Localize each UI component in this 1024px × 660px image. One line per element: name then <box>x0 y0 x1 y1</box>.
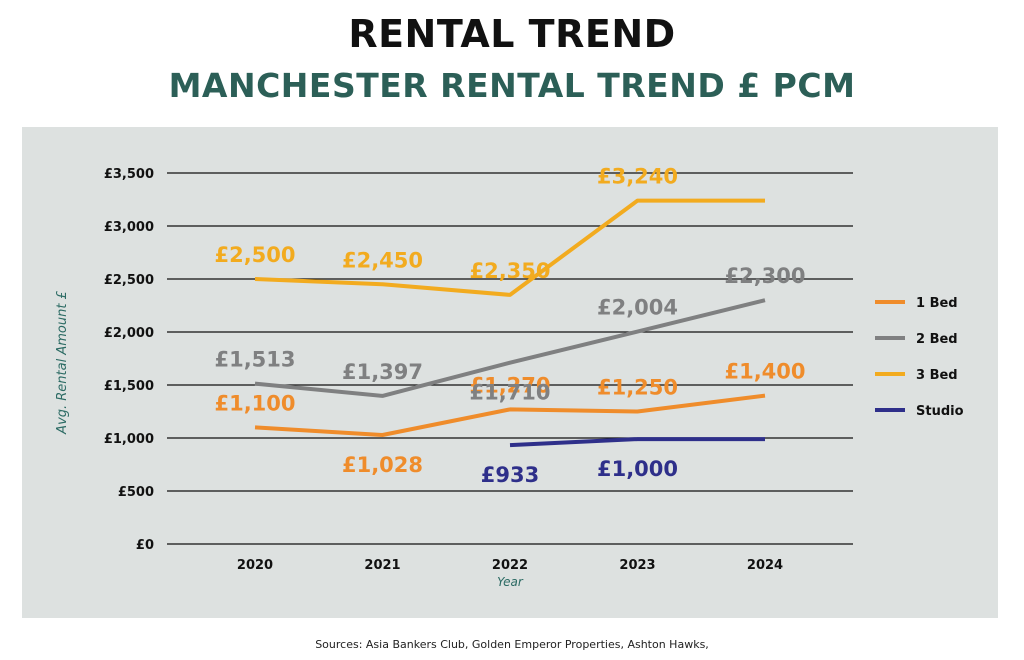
data-label-2-bed: £1,397 <box>342 360 423 384</box>
data-label-3-bed: £2,450 <box>342 248 423 272</box>
data-label-1-bed: £1,028 <box>342 453 423 477</box>
chart-title: RENTAL TREND <box>348 12 676 56</box>
data-label-2-bed: £2,004 <box>597 296 678 320</box>
data-label-2-bed: £2,300 <box>724 264 805 288</box>
data-label-2-bed: £1,710 <box>469 381 550 405</box>
series-line-studio <box>509 437 765 448</box>
x-tick-label: 2024 <box>747 558 783 573</box>
x-axis-label: Year <box>497 575 524 589</box>
legend-label: 2 Bed <box>916 332 958 347</box>
legend-label: 1 Bed <box>916 296 958 311</box>
sources-footnote: Sources: Asia Bankers Club, Golden Emper… <box>315 638 709 651</box>
data-label-1-bed: £1,250 <box>597 376 678 400</box>
series-line-1-bed <box>254 393 766 437</box>
data-label-2-bed: £1,513 <box>214 348 295 372</box>
data-label-3-bed: £2,500 <box>214 243 295 267</box>
y-tick-label: £1,000 <box>104 432 154 447</box>
data-label-studio: £933 <box>481 463 539 487</box>
x-tick-label: 2021 <box>364 558 400 573</box>
data-label-1-bed: £1,100 <box>214 391 295 415</box>
y-tick-label: £0 <box>136 538 154 553</box>
series-line-3-bed <box>254 198 765 297</box>
y-tick-label: £3,000 <box>104 220 154 235</box>
x-tick-label: 2020 <box>237 558 273 573</box>
data-label-1-bed: £1,270 <box>469 373 550 397</box>
y-tick-label: £500 <box>118 485 154 500</box>
line-chart: £0 £500 £1,000 £1,500 £2,000 £2,500 £3,000 £3,5… <box>55 165 964 589</box>
chart-panel: £0 £500 £1,000 £1,500 £2,000 £2,500 £3,000 £3,5… <box>22 127 998 618</box>
y-tick-label: £2,500 <box>104 273 154 288</box>
x-tick-label: 2023 <box>619 558 655 573</box>
data-label-studio: £1,000 <box>597 457 678 481</box>
data-label-1-bed: £1,400 <box>724 360 805 384</box>
legend-label: Studio <box>916 404 964 419</box>
y-tick-label: £3,500 <box>104 167 154 182</box>
y-tick-label: £1,500 <box>104 379 154 394</box>
chart-subtitle: MANCHESTER RENTAL TREND £ PCM <box>168 66 856 105</box>
legend-label: 3 Bed <box>916 368 958 383</box>
x-tick-label: 2022 <box>492 558 528 573</box>
data-label-3-bed: £2,350 <box>469 259 550 283</box>
y-axis-label: Avg. Rental Amount £ <box>55 290 70 434</box>
data-label-3-bed: £3,240 <box>597 165 678 189</box>
y-tick-label: £2,000 <box>104 326 154 341</box>
series-line-2-bed <box>254 298 766 398</box>
